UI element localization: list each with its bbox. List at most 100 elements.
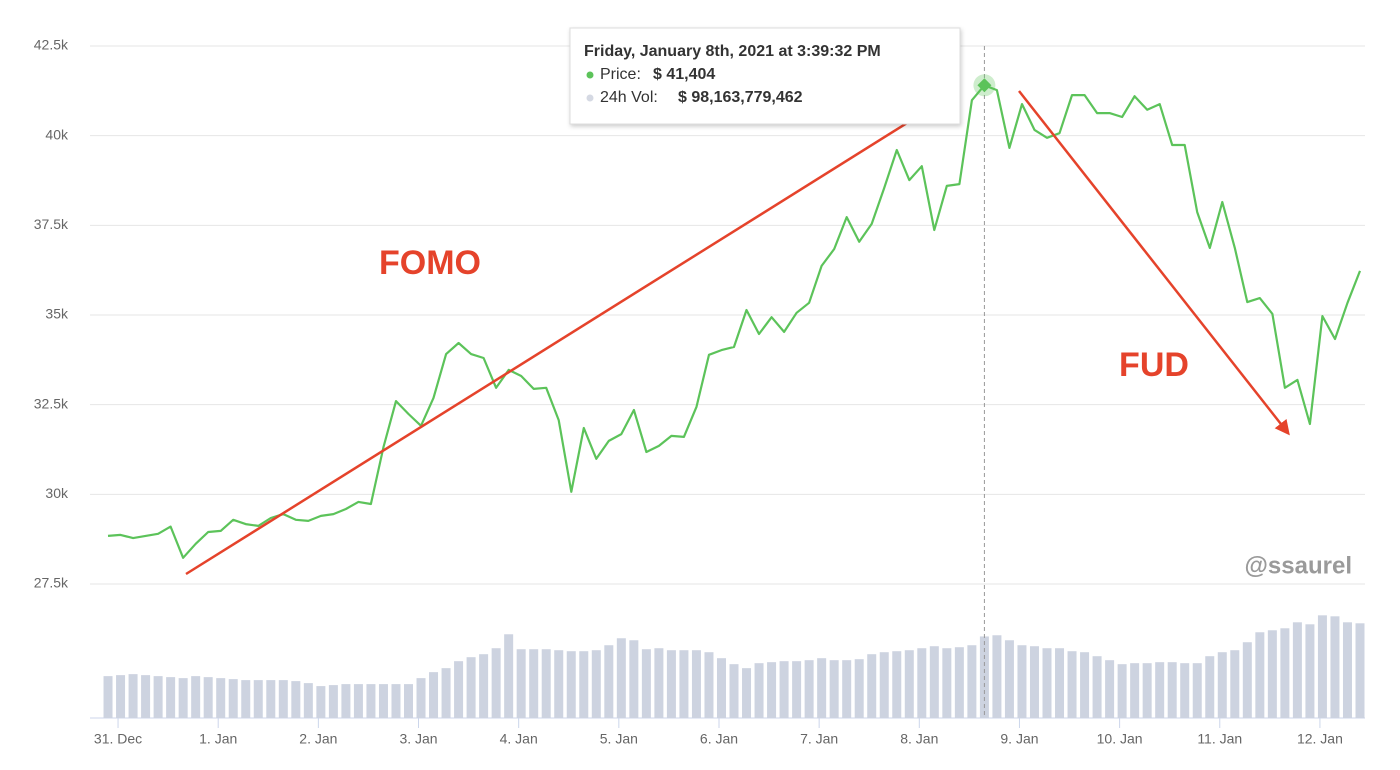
volume-bar <box>203 677 213 718</box>
volume-bar <box>403 684 413 718</box>
y-tick-label: 40k <box>45 126 69 142</box>
price-line <box>107 84 1362 559</box>
x-tick-label: 7. Jan <box>800 731 838 747</box>
volume-bar <box>1242 642 1252 718</box>
volume-bar <box>328 685 338 718</box>
tooltip-value: $ 98,163,779,462 <box>678 89 803 106</box>
volume-bar <box>303 683 313 718</box>
x-tick-label: 1. Jan <box>199 731 237 747</box>
volume-bar <box>378 684 388 718</box>
volume-bar <box>266 680 276 718</box>
fud-arrow <box>1018 90 1290 436</box>
y-tick-label: 27.5k <box>34 575 69 591</box>
volume-bar <box>1192 663 1202 718</box>
volume-bar <box>166 677 176 718</box>
x-tick-label: 3. Jan <box>399 731 437 747</box>
volume-bar <box>942 648 952 718</box>
volume-bar <box>1004 640 1014 718</box>
x-tick-label: 11. Jan <box>1197 731 1242 747</box>
x-tick-label: 9. Jan <box>1000 731 1038 747</box>
volume-bar <box>1205 656 1215 718</box>
volume-bar <box>291 681 301 718</box>
y-tick-label: 42.5k <box>34 37 69 53</box>
volume-bar <box>904 650 914 718</box>
x-tick-label: 5. Jan <box>600 731 638 747</box>
volume-bar <box>1280 628 1290 718</box>
volume-bar <box>253 680 263 718</box>
volume-bar <box>504 634 514 718</box>
volume-bar <box>929 646 939 718</box>
volume-bar <box>1117 664 1127 718</box>
legend-dot <box>586 94 594 102</box>
fomo-arrow <box>185 91 958 576</box>
volume-bar <box>554 650 564 718</box>
volume-bar <box>867 654 877 718</box>
volume-bar <box>228 679 238 718</box>
volume-bar <box>1255 632 1265 718</box>
x-tick-label: 4. Jan <box>500 731 538 747</box>
volume-bar <box>1330 616 1340 718</box>
volume-bar <box>1017 645 1027 718</box>
volume-bar <box>391 684 401 718</box>
volume-bar <box>1317 615 1327 718</box>
volume-bar <box>892 651 902 718</box>
watermark: @ssaurel <box>1245 552 1352 579</box>
y-tick-label: 35k <box>45 306 69 322</box>
volume-bar <box>491 648 501 718</box>
x-tick-label: 31. Dec <box>94 731 142 747</box>
volume-bar <box>1292 622 1302 718</box>
volume-bar <box>103 676 113 718</box>
volume-bar <box>1029 646 1039 718</box>
volume-bar <box>1217 652 1227 718</box>
volume-bar <box>917 648 927 718</box>
volume-bar <box>191 676 201 718</box>
volume-bar <box>591 650 601 718</box>
volume-bar <box>1230 650 1240 718</box>
volume-bar <box>153 676 163 718</box>
volume-bar <box>729 664 739 718</box>
volume-bar <box>804 660 814 718</box>
volume-bar <box>1055 648 1065 718</box>
volume-bar <box>1130 663 1140 718</box>
volume-bar <box>1067 651 1077 718</box>
volume-bar <box>529 649 539 718</box>
volume-bar <box>1305 624 1315 718</box>
y-tick-label: 32.5k <box>34 395 69 411</box>
volume-bar <box>641 649 651 718</box>
x-tick-label: 12. Jan <box>1297 731 1343 747</box>
volume-bar <box>954 647 964 718</box>
volume-bar <box>1092 656 1102 718</box>
volume-bar <box>854 659 864 718</box>
volume-bar <box>716 658 726 718</box>
volume-bar <box>704 652 714 718</box>
volume-bar <box>679 650 689 718</box>
volume-bar <box>441 668 451 718</box>
volume-bar <box>829 660 839 718</box>
volume-bar <box>842 660 852 718</box>
hover-marker <box>977 78 992 93</box>
annotation: FOMO <box>379 244 481 282</box>
x-tick-label: 10. Jan <box>1097 731 1143 747</box>
tooltip-value: $ 41,404 <box>653 66 715 83</box>
y-tick-label: 37.5k <box>34 216 69 232</box>
volume-bar <box>1267 630 1277 718</box>
volume-bar <box>466 657 476 718</box>
volume-bar <box>416 678 426 718</box>
volume-bar <box>792 661 802 718</box>
volume-bar <box>1142 663 1152 718</box>
volume-bar <box>241 680 251 718</box>
volume-bar <box>779 661 789 718</box>
tooltip-label: Price: <box>600 66 641 83</box>
volume-bar <box>1355 623 1365 718</box>
tooltip-box <box>569 27 961 125</box>
volume-bar <box>541 649 551 718</box>
volume-bar <box>1167 662 1177 718</box>
volume-bar <box>429 672 439 718</box>
volume-bar <box>992 635 1002 718</box>
y-tick-label: 30k <box>45 485 69 501</box>
volume-bar <box>366 684 376 718</box>
x-tick-label: 8. Jan <box>900 731 938 747</box>
volume-bar <box>454 661 464 718</box>
volume-bar <box>479 654 489 718</box>
volume-bar <box>341 684 351 718</box>
